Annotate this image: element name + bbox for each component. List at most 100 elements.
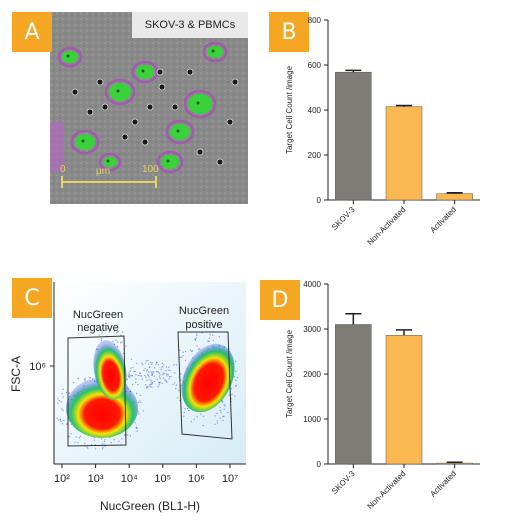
event-dot (209, 333, 212, 336)
event-dot (103, 440, 106, 443)
cell-membrane (98, 152, 122, 172)
event-dot (144, 367, 146, 370)
x-axis-label: NucGreen (BL1-H) (100, 499, 200, 513)
x-tick-label: Activated (428, 205, 458, 235)
event-dot (137, 383, 139, 386)
event-dot (135, 392, 138, 395)
event-dot (113, 439, 116, 441)
event-dot (160, 369, 162, 371)
event-dot (161, 362, 163, 364)
event-dot (219, 417, 221, 419)
event-dot (132, 367, 134, 369)
event-dot (155, 370, 158, 373)
event-dot (148, 363, 150, 365)
event-dot (149, 384, 151, 386)
cell-nucleus (62, 51, 78, 63)
event-dot (118, 440, 120, 442)
pbmc-cell (146, 103, 154, 111)
event-dot (112, 340, 114, 343)
event-dot (166, 373, 168, 375)
event-dot (184, 359, 187, 362)
cell-nucleus (75, 134, 95, 150)
event-dot (100, 438, 103, 440)
event-dot (56, 417, 58, 419)
event-dot (220, 411, 222, 413)
event-dot (214, 423, 216, 425)
event-dot (149, 385, 152, 387)
event-dot (98, 334, 100, 336)
event-dot (183, 415, 185, 417)
event-dot (101, 331, 103, 333)
cell-membrane (165, 119, 195, 145)
pbmc-cell (226, 118, 234, 126)
event-dot (152, 373, 154, 375)
flow-cytometry-plot: NucGreen negative NucGreen positive 10⁶ … (9, 282, 246, 513)
event-dot (57, 419, 59, 421)
panel-badge-c: C (12, 278, 52, 318)
x-tick-label: Non-Activated (366, 205, 408, 247)
event-dot (227, 411, 229, 414)
event-dot (223, 415, 225, 417)
y-tick-label: 10⁶ (29, 361, 46, 373)
event-dot (228, 394, 230, 396)
event-dot (230, 398, 233, 400)
event-dot (139, 372, 142, 374)
pbmc-cell (158, 83, 166, 91)
event-dot (79, 435, 82, 437)
event-dot (89, 377, 91, 379)
event-dot (143, 369, 145, 372)
event-dot (74, 441, 76, 444)
microscopy-caption: SKOV-3 & PBMCs (132, 12, 248, 38)
event-dot (168, 366, 170, 369)
event-dot (190, 420, 192, 423)
event-dot (61, 423, 64, 425)
event-dot (93, 439, 96, 441)
event-dot (59, 418, 61, 420)
x-tick-label: SKOV-3 (330, 205, 357, 232)
x-tick-label: Non-Activated (366, 469, 408, 511)
cell-cluster-edge (50, 122, 64, 172)
event-dot (178, 389, 180, 392)
event-dot (152, 371, 155, 373)
target-cell-count-chart-b: 0 200 400 600 800 Target Cell Count /image SKO… (285, 16, 480, 247)
x-tick-label: SKOV-3 (330, 469, 357, 496)
x-tick-label: 10² (54, 473, 70, 485)
event-dot (166, 375, 168, 377)
event-dot (194, 338, 196, 340)
event-dot (125, 345, 127, 347)
cell-nucleus (103, 157, 117, 167)
event-dot (145, 376, 147, 378)
event-dot (128, 372, 130, 374)
pbmc-cell (86, 108, 94, 116)
event-dot (174, 382, 176, 384)
event-dot (129, 375, 131, 377)
pbmc-cell (121, 133, 129, 141)
event-dot (100, 338, 103, 340)
event-dot (191, 350, 194, 352)
event-dot (165, 370, 167, 372)
event-dot (134, 381, 137, 384)
event-dot (72, 381, 75, 384)
event-dot (156, 362, 158, 364)
event-dot (153, 367, 156, 369)
event-dot (147, 359, 149, 362)
event-dot (61, 393, 63, 395)
cell-nucleus (136, 65, 154, 79)
event-dot (180, 356, 183, 358)
cell-nucleus (207, 46, 223, 58)
event-dot (173, 364, 175, 366)
event-dot (142, 364, 144, 366)
event-dot (136, 427, 138, 430)
event-dot (139, 375, 141, 377)
event-dot (218, 336, 220, 338)
event-dot (134, 422, 136, 424)
gate-positive (177, 331, 233, 440)
event-dot (77, 442, 79, 444)
nucleolus (141, 69, 145, 73)
event-dot (194, 339, 196, 341)
y-tick-label: 4000 (303, 280, 321, 289)
panel-badge-d: D (260, 280, 300, 320)
event-dot (146, 379, 148, 381)
y-tick-label: 0 (317, 460, 322, 469)
event-dot (161, 365, 164, 368)
